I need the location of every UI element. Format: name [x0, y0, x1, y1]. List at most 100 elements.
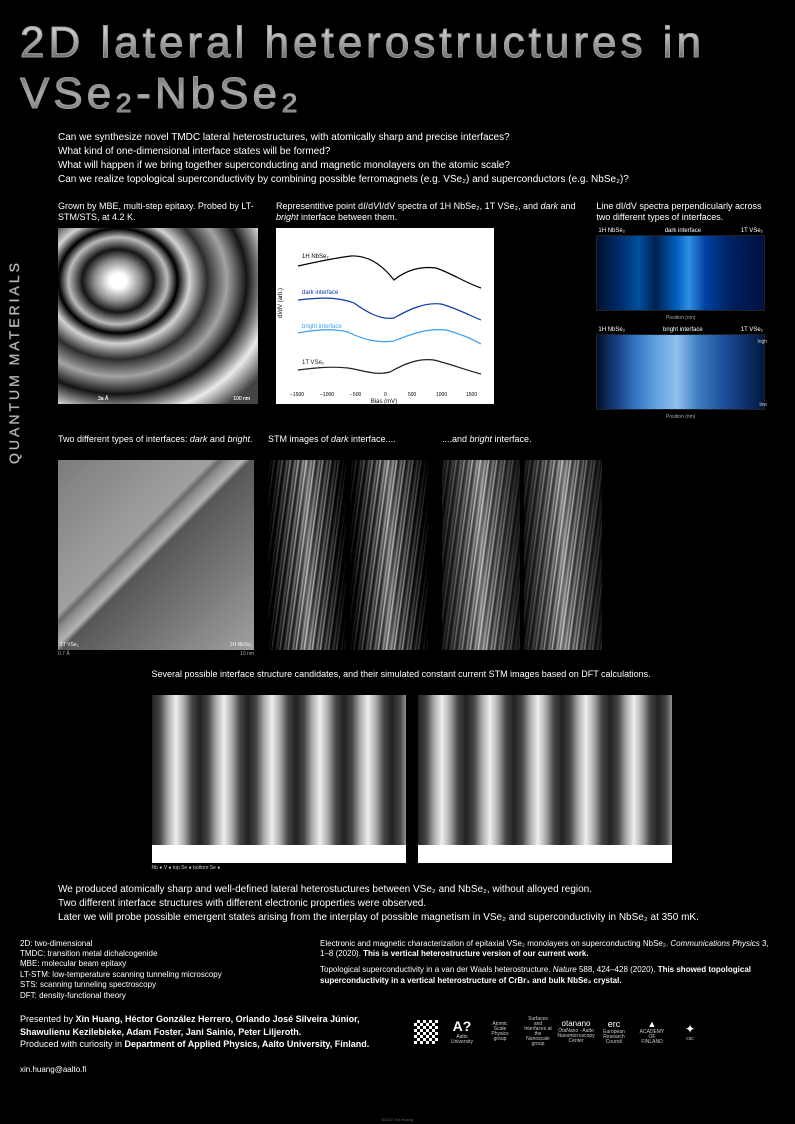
colorbar-low: low [759, 402, 767, 408]
svg-text:dark interface: dark interface [302, 290, 339, 296]
dft-sim-1 [152, 695, 406, 863]
panel-spectra: Representitive point dI/dVI/dV spectra o… [276, 201, 578, 420]
stm-dark-1 [268, 460, 346, 650]
caption-f: ....and bright interface. [442, 434, 602, 456]
credits-authors: Presented by Xin Huang, Héctor González … [20, 1013, 400, 1038]
ref-2: Topological superconductivity in a van d… [320, 965, 775, 986]
micro-credit: 64232 Xin Huang [382, 1117, 413, 1122]
side-label: QUANTUM MATERIALS [6, 260, 22, 464]
gloss-4: LT-STM: low-temperature scanning tunneli… [20, 970, 290, 980]
contact-email: xin.huang@aalto.fi [0, 1057, 795, 1082]
otanano-logo: otanano OtaNano - Aalto Nanomicroscopy C… [562, 1018, 590, 1046]
conclusions-block: We produced atomically sharp and well-de… [58, 883, 765, 925]
colorbar-high: high [758, 339, 767, 345]
figure-row-1: Grown by MBE, multi-step epitaxy. Probed… [58, 201, 765, 420]
scale-left: 3a Å [98, 396, 108, 402]
svg-text:500: 500 [408, 392, 417, 398]
spectra-plot: 1H NbSe₂ dark interface bright interface… [276, 228, 494, 404]
stm-dark-pair [268, 460, 428, 650]
caption-b: Representitive point dI/dVI/dV spectra o… [276, 201, 578, 224]
csc-logo: ✦ csc [676, 1018, 704, 1046]
panel-bright-interface: ....and bright interface. [442, 434, 602, 657]
scale-right: 100 nm [233, 396, 250, 402]
panel-interface-types: Two different types of interfaces: dark … [58, 434, 254, 657]
logo-strip: A? Aalto University Atomic Scale Physics… [414, 1018, 775, 1046]
dft-sim-2 [418, 695, 672, 863]
caption-e: STM images of dark interface.... [268, 434, 428, 456]
gloss-2: TMDC: transition metal dichalcogenide [20, 949, 290, 959]
hm-left: 1H NbSe₂ [598, 228, 625, 234]
gloss-5: STS: scanning tunneling spectroscopy [20, 980, 290, 990]
hm2-left: 1H NbSe₂ [598, 327, 625, 333]
stm-bright-1 [442, 460, 520, 650]
figure-row-3: Several possible interface structure can… [152, 669, 672, 871]
erc-logo: erc European Research Council [600, 1018, 628, 1046]
references: Electronic and magnetic characterization… [320, 939, 775, 1001]
stm-bright-2 [524, 460, 602, 650]
poster-title: 2D lateral heterostructures in VSe₂-NbSe… [0, 0, 795, 127]
caption-d: Two different types of interfaces: dark … [58, 434, 254, 456]
dft-pair [152, 695, 672, 863]
svg-text:1H NbSe₂: 1H NbSe₂ [302, 254, 329, 260]
figure-row-2: Two different types of interfaces: dark … [58, 434, 765, 657]
svg-text:1000: 1000 [436, 392, 447, 398]
footer: Presented by Xin Huang, Héctor González … [0, 1001, 795, 1057]
aof-logo: ▲ ACADEMY OF FINLAND [638, 1018, 666, 1046]
gloss-6: DFT: density-functional theory [20, 991, 290, 1001]
caption-c: Line dI/dV spectra perpendicularly acros… [596, 201, 765, 224]
stm-bright-pair [442, 460, 602, 650]
stm-dark-2 [350, 460, 428, 650]
content-area: Can we synthesize novel TMDC lateral het… [0, 127, 795, 925]
heatmap-bright [596, 334, 765, 410]
hm2-right: 1T VSe₂ [741, 327, 763, 333]
panel-dark-interface: STM images of dark interface.... [268, 434, 428, 657]
svg-text:−1500: −1500 [290, 392, 304, 398]
hm-mid: dark interface [665, 228, 701, 234]
question-1: Can we synthesize novel TMDC lateral het… [58, 131, 765, 145]
svg-text:dI/dV (arb.): dI/dV (arb.) [278, 288, 284, 318]
heatmap-top-labels: 1H NbSe₂ dark interface 1T VSe₂ [596, 228, 765, 234]
question-2: What kind of one-dimensional interface s… [58, 145, 765, 159]
question-3: What will happen if we bring together su… [58, 159, 765, 173]
stm-overview-image: 3a Å 100 nm [58, 228, 258, 404]
questions-block: Can we synthesize novel TMDC lateral het… [58, 131, 765, 187]
svg-text:0: 0 [384, 392, 387, 398]
glossary: 2D: two-dimensional TMDC: transition met… [20, 939, 290, 1001]
question-4: Can we realize topological superconducti… [58, 173, 765, 187]
svg-text:Bias (mV): Bias (mV) [371, 399, 397, 404]
stm-d-label-l: 1T VSe₂ [60, 642, 79, 648]
atom-legend: Nb ● V ● top Se ● bottom Se ● [152, 865, 672, 871]
qr-code-icon [414, 1020, 438, 1044]
scale-d-left: 0.7 Å [58, 651, 70, 657]
stm-interface-types: 1T VSe₂ 1H NbSe₂ [58, 460, 254, 650]
scale-d-right: 10 nm [240, 651, 254, 657]
caption-a: Grown by MBE, multi-step epitaxy. Probed… [58, 201, 258, 224]
hm-right: 1T VSe₂ [741, 228, 763, 234]
svg-text:−500: −500 [350, 392, 361, 398]
gloss-1: 2D: two-dimensional [20, 939, 290, 949]
bottom-row: 2D: two-dimensional TMDC: transition met… [0, 939, 795, 1001]
heatmap-dark-wrapper: 1H NbSe₂ dark interface 1T VSe₂ Position… [596, 228, 765, 321]
conclusion-1: We produced atomically sharp and well-de… [58, 883, 765, 897]
heatmap-bright-wrapper: 1H NbSe₂ bright interface 1T VSe₂ high l… [596, 327, 765, 420]
svg-text:1T VSe₂: 1T VSe₂ [302, 360, 325, 366]
credits-affiliation: Produced with curiosity in Department of… [20, 1038, 400, 1051]
aalto-logo: A? Aalto University [448, 1018, 476, 1046]
hm-xlabel-top: Position (nm) [596, 315, 765, 321]
conclusion-3: Later we will probe possible emergent st… [58, 911, 765, 925]
hm-xlabel-bot: Position (nm) [596, 414, 765, 420]
svg-text:−1000: −1000 [320, 392, 334, 398]
heatmap-bot-labels: 1H NbSe₂ bright interface 1T VSe₂ [596, 327, 765, 333]
panel-stm-overview: Grown by MBE, multi-step epitaxy. Probed… [58, 201, 258, 420]
gloss-3: MBE: molecular beam epitaxy [20, 959, 290, 969]
credits: Presented by Xin Huang, Héctor González … [20, 1013, 400, 1051]
asp-logo: Atomic Scale Physics group [486, 1018, 514, 1046]
svg-text:1500: 1500 [466, 392, 477, 398]
heatmap-dark [596, 235, 765, 311]
sin-logo: Surfaces and Interfaces at the Nanoscale… [524, 1018, 552, 1046]
panel-linespectra: Line dI/dV spectra perpendicularly acros… [596, 201, 765, 420]
caption-dft: Several possible interface structure can… [152, 669, 672, 691]
conclusion-2: Two different interface structures with … [58, 897, 765, 911]
ref-1: Electronic and magnetic characterization… [320, 939, 775, 960]
svg-text:bright interface: bright interface [302, 324, 342, 330]
